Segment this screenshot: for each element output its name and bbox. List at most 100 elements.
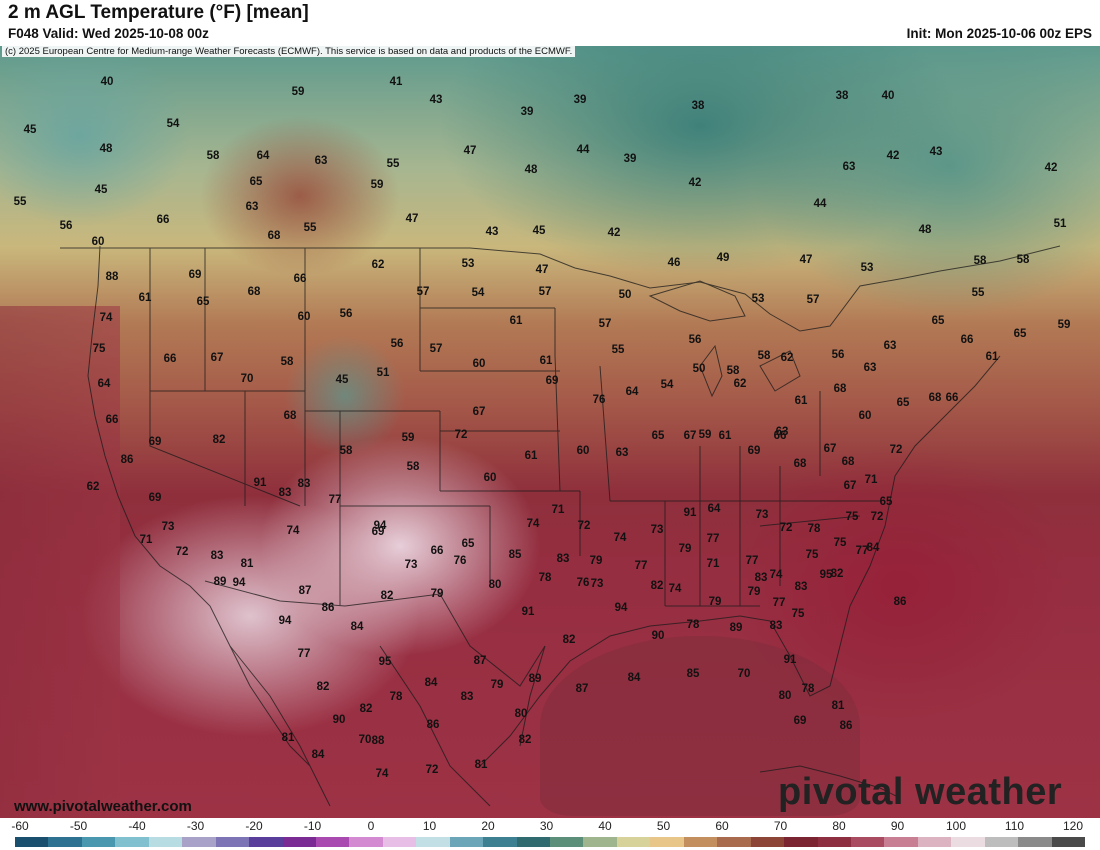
color-scale-segment (817, 837, 851, 847)
temperature-value: 49 (716, 252, 730, 264)
color-scale-tick: -20 (245, 819, 263, 833)
temperature-value: 83 (460, 691, 474, 703)
temperature-value: 60 (472, 358, 486, 370)
color-scale-segment (382, 837, 417, 847)
color-scale-segment (784, 837, 818, 847)
header: 2 m AGL Temperature (°F) [mean] F048 Val… (0, 0, 1100, 46)
temperature-value: 83 (278, 487, 292, 499)
temperature-value: 71 (551, 504, 565, 516)
us-canada-border (60, 245, 1061, 332)
cuba-outline (759, 765, 901, 799)
temperature-value: 63 (314, 155, 328, 167)
temperature-value: 53 (751, 293, 765, 305)
temperature-value: 47 (535, 264, 549, 276)
temperature-value: 65 (1013, 328, 1027, 340)
copyright-notice: (c) 2025 European Centre for Medium-rang… (2, 46, 576, 57)
temperature-value: 83 (754, 572, 768, 584)
temperature-value: 77 (634, 560, 648, 572)
temperature-value: 82 (518, 734, 532, 746)
temperature-value: 90 (651, 630, 665, 642)
temperature-value: 63 (863, 362, 877, 374)
temperature-value: 68 (928, 392, 942, 404)
temperature-value: 60 (297, 311, 311, 323)
temperature-value: 45 (94, 184, 108, 196)
temperature-value: 77 (328, 494, 342, 506)
website-label[interactable]: www.pivotalweather.com (14, 798, 192, 815)
temperature-value: 55 (386, 158, 400, 170)
great-lakes (648, 280, 746, 322)
temperature-value: 84 (866, 542, 880, 554)
temperature-value: 61 (794, 395, 808, 407)
temperature-value: 91 (683, 507, 697, 519)
brand-logo: pivotal weather (778, 771, 1063, 813)
temperature-value: 76 (576, 577, 590, 589)
temperature-value: 42 (1044, 162, 1058, 174)
temperature-value: 72 (779, 522, 793, 534)
temperature-value: 81 (240, 558, 254, 570)
temperature-value: 64 (707, 503, 721, 515)
temperature-map[interactable]: (c) 2025 European Centre for Medium-rang… (0, 46, 1100, 818)
temperature-value: 43 (929, 146, 943, 158)
color-scale-tick: 100 (945, 819, 967, 833)
temperature-value: 63 (775, 426, 789, 438)
temperature-value: 72 (175, 546, 189, 558)
temperature-value: 73 (161, 521, 175, 533)
temperature-value: 85 (686, 668, 700, 680)
temperature-value: 80 (488, 579, 502, 591)
temperature-value: 91 (253, 477, 267, 489)
temperature-value: 68 (793, 458, 807, 470)
temperature-value: 72 (889, 444, 903, 456)
color-scale-segment (850, 837, 885, 847)
temperature-value: 43 (485, 226, 499, 238)
temperature-value: 65 (196, 296, 210, 308)
temperature-value: 68 (841, 456, 855, 468)
temperature-value: 51 (376, 367, 390, 379)
temperature-value: 74 (375, 768, 389, 780)
temperature-value: 65 (896, 397, 910, 409)
temperature-value: 78 (538, 572, 552, 584)
temperature-value: 62 (733, 378, 747, 390)
valid-time: F048 Valid: Wed 2025-10-08 00z (8, 26, 209, 41)
temperature-value: 67 (843, 480, 857, 492)
temperature-value: 80 (514, 708, 528, 720)
temperature-value: 61 (985, 351, 999, 363)
color-scale-tick: 50 (656, 819, 671, 833)
temperature-value: 81 (474, 759, 488, 771)
temperature-value: 66 (960, 334, 974, 346)
map-title: 2 m AGL Temperature (°F) [mean] (8, 2, 309, 23)
temperature-value: 69 (148, 436, 162, 448)
color-scale-segment (1051, 837, 1085, 847)
temperature-value: 54 (471, 287, 485, 299)
temperature-value: 82 (562, 634, 576, 646)
temperature-value: 47 (799, 254, 813, 266)
color-scale-segment (583, 837, 617, 847)
color-scale-tick: 90 (890, 819, 905, 833)
temperature-value: 46 (667, 257, 681, 269)
temperature-value: 83 (210, 550, 224, 562)
temperature-value: 53 (461, 258, 475, 270)
color-scale-tick: 30 (539, 819, 554, 833)
temperature-value: 61 (138, 292, 152, 304)
temperature-value: 74 (286, 525, 300, 537)
temperature-value: 55 (971, 287, 985, 299)
temperature-value: 74 (769, 569, 783, 581)
temperature-value: 69 (747, 445, 761, 457)
temperature-value: 51 (1053, 218, 1067, 230)
temperature-value: 76 (592, 394, 606, 406)
temperature-value: 87 (298, 585, 312, 597)
temperature-value: 89 (213, 576, 227, 588)
temperature-value: 86 (120, 454, 134, 466)
temperature-value: 87 (575, 683, 589, 695)
temperature-value: 50 (618, 289, 632, 301)
temperature-value: 61 (524, 450, 538, 462)
temperature-value: 50 (692, 363, 706, 375)
temperature-value: 45 (23, 124, 37, 136)
temperature-value: 77 (855, 545, 869, 557)
temperature-value: 74 (668, 583, 682, 595)
temperature-value: 79 (589, 555, 603, 567)
temperature-value: 58 (757, 350, 771, 362)
temperature-value: 40 (881, 90, 895, 102)
temperature-value: 78 (807, 523, 821, 535)
temperature-value: 70 (358, 734, 372, 746)
color-scale-segment (182, 837, 216, 847)
